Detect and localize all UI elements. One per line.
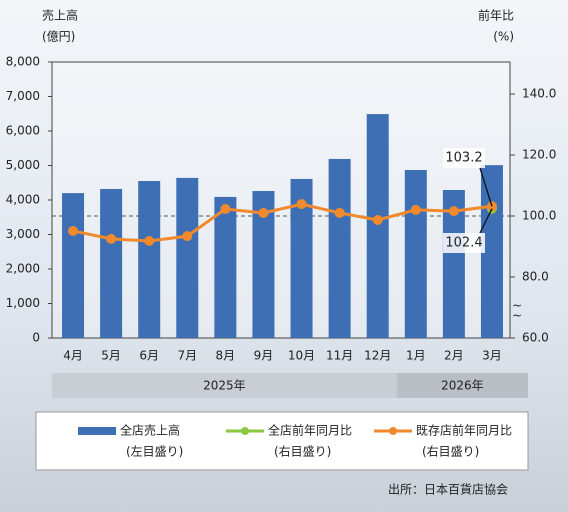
y2-tick-label: 60.0 bbox=[522, 331, 549, 345]
y-tick-label: 4,000 bbox=[6, 193, 40, 207]
year-label: 2025年 bbox=[203, 379, 246, 393]
year-label: 2026年 bbox=[441, 379, 484, 393]
bar bbox=[328, 158, 351, 338]
bar bbox=[176, 177, 199, 338]
year-band bbox=[52, 373, 397, 398]
bar bbox=[404, 169, 427, 338]
value-label: 103.2 bbox=[445, 151, 482, 166]
point bbox=[372, 214, 383, 225]
legend-swatch bbox=[241, 427, 249, 435]
point bbox=[68, 225, 79, 236]
annotation-leader bbox=[479, 167, 493, 207]
axis-break: ~ bbox=[512, 309, 522, 323]
point bbox=[448, 206, 459, 217]
bar bbox=[62, 193, 85, 338]
legend-note: (右目盛り) bbox=[422, 444, 479, 459]
x-tick-label: 11月 bbox=[326, 349, 353, 363]
annotation-leader bbox=[479, 208, 493, 234]
x-tick-label: 5月 bbox=[101, 349, 121, 363]
annotation-bg bbox=[443, 233, 485, 253]
y2-tick-label: 140.0 bbox=[522, 87, 556, 101]
bar bbox=[252, 191, 275, 338]
x-tick-label: 3月 bbox=[482, 349, 502, 363]
legend-swatch bbox=[78, 427, 116, 435]
bar bbox=[366, 114, 389, 338]
point bbox=[334, 207, 345, 218]
y-tick-label: 1,000 bbox=[6, 296, 40, 310]
bar bbox=[290, 178, 313, 338]
y-tick-label: 7,000 bbox=[6, 89, 40, 103]
legend-note: (右目盛り) bbox=[274, 444, 331, 459]
point bbox=[296, 199, 307, 210]
y-axis-title: 売上高 bbox=[42, 8, 78, 23]
x-tick-label: 1月 bbox=[406, 349, 426, 363]
bar bbox=[442, 189, 465, 338]
y-tick-label: 3,000 bbox=[6, 227, 40, 241]
bar bbox=[100, 188, 123, 338]
y2-axis-title: 前年比 bbox=[478, 8, 514, 23]
bar bbox=[214, 196, 237, 338]
y-tick-label: 6,000 bbox=[6, 124, 40, 138]
x-tick-label: 12月 bbox=[364, 349, 391, 363]
x-tick-label: 9月 bbox=[254, 349, 274, 363]
point bbox=[182, 231, 193, 242]
x-tick-label: 6月 bbox=[139, 349, 159, 363]
y2-axis-unit: (%) bbox=[493, 30, 514, 44]
x-tick-label: 2月 bbox=[444, 349, 464, 363]
plot-frame bbox=[51, 61, 511, 339]
legend-box bbox=[35, 411, 529, 471]
line bbox=[72, 202, 493, 243]
legend-label: 既存店前年同月比 bbox=[416, 423, 512, 438]
legend-swatch bbox=[389, 427, 397, 435]
y2-tick-label: 120.0 bbox=[522, 148, 556, 162]
point bbox=[106, 233, 117, 244]
y-tick-label: 2,000 bbox=[6, 262, 40, 276]
legend-label: 全店売上高 bbox=[120, 423, 180, 438]
value-label: 102.4 bbox=[445, 236, 482, 251]
x-tick-label: 7月 bbox=[177, 349, 197, 363]
legend-note: (左目盛り) bbox=[126, 444, 183, 459]
axis-break: ~ bbox=[512, 299, 522, 313]
legend-label: 全店前年同月比 bbox=[268, 423, 352, 438]
point bbox=[144, 236, 155, 247]
bar bbox=[138, 181, 161, 338]
x-tick-label: 10月 bbox=[288, 349, 315, 363]
point bbox=[220, 203, 231, 214]
x-tick-label: 4月 bbox=[63, 349, 83, 363]
y-tick-label: 5,000 bbox=[6, 158, 40, 172]
year-band bbox=[396, 373, 528, 398]
x-tick-label: 8月 bbox=[216, 349, 236, 363]
annotation-bg bbox=[443, 148, 485, 168]
source: 出所：日本百貨店協会 bbox=[388, 482, 508, 497]
y-tick-label: 0 bbox=[32, 331, 40, 345]
point bbox=[258, 207, 269, 218]
y-axis-unit: (億円) bbox=[42, 30, 75, 44]
point bbox=[410, 204, 421, 215]
y2-tick-label: 80.0 bbox=[522, 270, 549, 284]
y-tick-label: 8,000 bbox=[6, 55, 40, 69]
y2-tick-label: 100.0 bbox=[522, 209, 556, 223]
